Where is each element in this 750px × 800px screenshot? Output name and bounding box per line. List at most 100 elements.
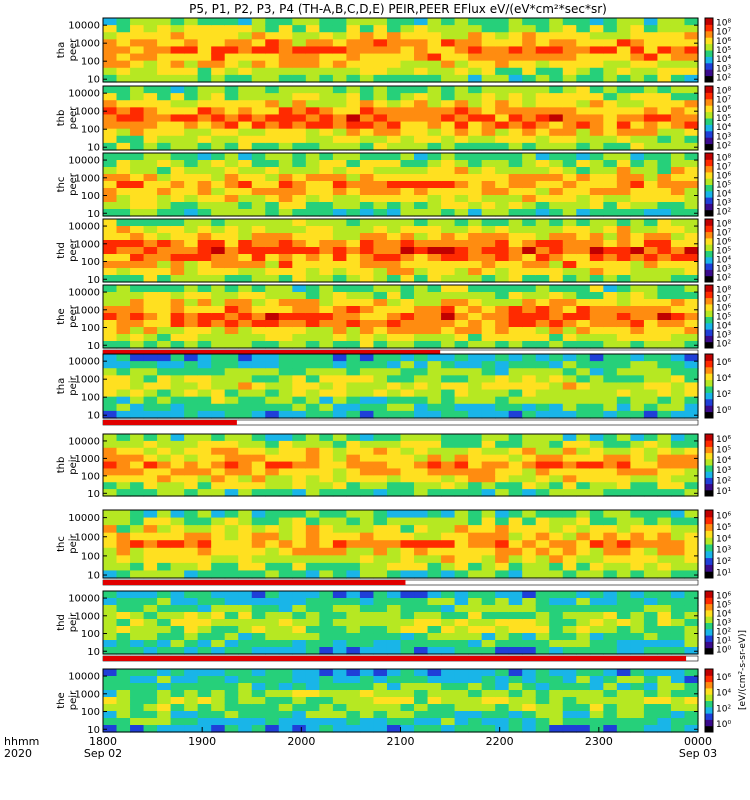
heatmap-cell bbox=[427, 306, 442, 314]
heatmap-cell bbox=[305, 341, 320, 349]
heatmap-cell bbox=[292, 254, 307, 262]
heatmap-cell bbox=[386, 121, 402, 130]
heatmap-cell bbox=[143, 718, 158, 726]
heatmap-cell bbox=[197, 454, 212, 463]
heatmap-cell bbox=[305, 711, 320, 719]
heatmap-cell bbox=[211, 697, 226, 705]
heatmap-cell bbox=[441, 669, 456, 677]
heatmap-cell bbox=[468, 334, 483, 342]
heatmap-cell bbox=[130, 410, 145, 419]
heatmap-cell bbox=[562, 612, 577, 620]
heatmap-cell bbox=[495, 285, 510, 293]
heatmap-cell bbox=[616, 320, 631, 328]
heatmap-cell bbox=[522, 219, 537, 227]
colorbar-segment bbox=[705, 635, 713, 639]
heatmap-cell bbox=[414, 107, 429, 116]
heatmap-cell bbox=[535, 275, 550, 283]
panel-frame bbox=[102, 17, 699, 83]
heatmap-cell bbox=[265, 612, 280, 620]
heatmap-cell bbox=[265, 226, 280, 234]
heatmap-cell bbox=[359, 368, 375, 376]
heatmap-cell bbox=[251, 121, 266, 130]
heatmap-cell bbox=[211, 226, 226, 234]
heatmap-cell bbox=[184, 313, 199, 321]
heatmap-cell bbox=[143, 482, 158, 490]
heatmap-cell bbox=[427, 547, 442, 556]
heatmap-cell bbox=[522, 107, 537, 116]
colorbar-tick-label: 10⁷ bbox=[716, 163, 731, 173]
heatmap-cell bbox=[616, 219, 631, 227]
heatmap-cell bbox=[386, 285, 402, 293]
heatmap-cell bbox=[576, 725, 591, 733]
heatmap-cell bbox=[603, 181, 618, 189]
heatmap-cell bbox=[481, 313, 496, 321]
heatmap-cell bbox=[305, 320, 320, 328]
colorbar-tick-label: 10³ bbox=[716, 132, 731, 142]
heatmap-cell bbox=[630, 510, 645, 519]
heatmap-cell bbox=[224, 647, 239, 655]
heatmap-cell bbox=[157, 510, 172, 519]
heatmap-cell bbox=[535, 540, 550, 549]
heatmap-cell bbox=[603, 188, 618, 196]
heatmap-cell bbox=[143, 100, 158, 108]
heatmap-cell bbox=[116, 74, 131, 83]
heatmap-cell bbox=[292, 725, 307, 733]
heatmap-cell bbox=[576, 202, 591, 210]
heatmap-cell bbox=[386, 247, 402, 255]
heatmap-cell bbox=[549, 292, 564, 300]
heatmap-cell bbox=[292, 247, 307, 255]
heatmap-cell bbox=[603, 461, 618, 470]
heatmap-cell bbox=[265, 697, 280, 705]
heatmap-cell bbox=[495, 46, 510, 55]
heatmap-cell bbox=[508, 32, 523, 40]
heatmap-cell bbox=[576, 396, 591, 405]
heatmap-cell bbox=[400, 410, 415, 419]
colorbar-segment bbox=[705, 379, 713, 384]
heatmap-cell bbox=[549, 605, 564, 613]
heatmap-cell bbox=[359, 135, 375, 144]
heatmap-cell bbox=[251, 475, 266, 483]
heatmap-cell bbox=[224, 468, 239, 476]
heatmap-cell bbox=[116, 633, 131, 641]
ytick-label: 100 bbox=[81, 551, 100, 562]
heatmap-cell bbox=[359, 461, 375, 470]
heatmap-cell bbox=[103, 562, 118, 572]
heatmap-cell bbox=[616, 468, 631, 476]
heatmap-cell bbox=[616, 711, 631, 719]
heatmap-cell bbox=[589, 275, 604, 283]
heatmap-cell bbox=[278, 135, 293, 144]
heatmap-cell bbox=[643, 226, 659, 234]
heatmap-cell bbox=[522, 32, 537, 40]
heatmap-cell bbox=[603, 39, 618, 48]
heatmap-cell bbox=[454, 354, 469, 362]
heatmap-cell bbox=[265, 39, 280, 48]
heatmap-cell bbox=[197, 114, 212, 123]
heatmap-cell bbox=[481, 74, 496, 83]
heatmap-cell bbox=[143, 368, 158, 376]
heatmap-cell bbox=[576, 39, 591, 48]
heatmap-cell bbox=[116, 591, 131, 599]
heatmap-cell bbox=[224, 334, 239, 342]
heatmap-cell bbox=[643, 361, 659, 369]
heatmap-cell bbox=[643, 461, 659, 470]
heatmap-cell bbox=[468, 320, 483, 328]
heatmap-cell bbox=[414, 100, 429, 108]
heatmap-cell bbox=[197, 647, 212, 655]
heatmap-cell bbox=[386, 669, 402, 677]
heatmap-cell bbox=[576, 683, 591, 691]
heatmap-cell bbox=[224, 454, 239, 463]
heatmap-cell bbox=[332, 334, 348, 342]
status-bar-red bbox=[103, 656, 687, 661]
heatmap-cell bbox=[400, 570, 415, 579]
heatmap-cell bbox=[657, 482, 672, 490]
heatmap-cell bbox=[386, 718, 402, 726]
heatmap-cell bbox=[292, 690, 307, 698]
heatmap-cell bbox=[400, 354, 415, 362]
heatmap-cell bbox=[427, 647, 442, 655]
heatmap-cell bbox=[562, 128, 577, 137]
heatmap-cell bbox=[468, 275, 483, 283]
heatmap-cell bbox=[670, 114, 686, 123]
heatmap-cell bbox=[386, 510, 402, 519]
heatmap-cell bbox=[576, 142, 591, 151]
heatmap-cell bbox=[684, 704, 699, 712]
